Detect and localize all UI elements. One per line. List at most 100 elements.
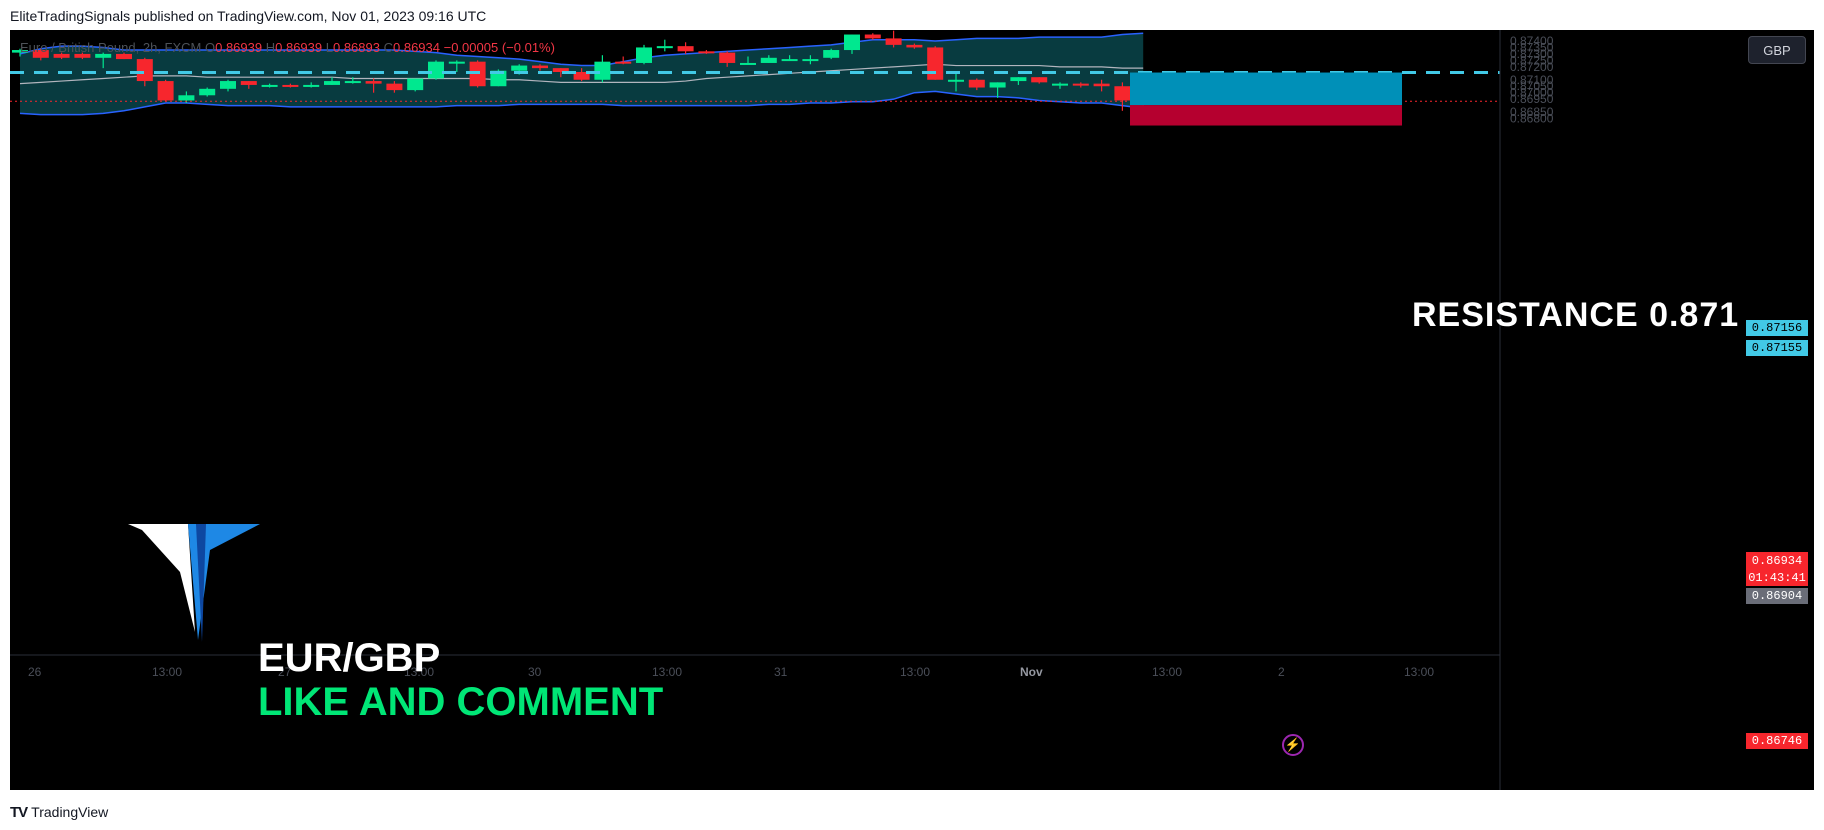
x-tick-label: 13:00 [152,665,182,679]
candle-bearish [282,84,299,87]
candle-bearish [698,51,715,54]
candle-bullish [303,84,320,87]
currency-button[interactable]: GBP [1748,36,1806,64]
candle-bullish [656,46,673,49]
candle-bearish [1114,86,1131,101]
footer-brand[interactable]: TradingView [31,804,109,820]
resistance-price-tag-2: 0.87155 [1746,340,1808,356]
candle-bullish [324,81,340,85]
candle-bearish [136,59,153,82]
open-value: 0.86939 [215,40,263,55]
x-tick-label: 27 [278,665,292,679]
logo-white-wing-icon [128,524,195,632]
publisher-header: EliteTradingSignals published on Trading… [10,8,487,24]
symbol-name: Euro / British Pound, 2h, FXCM [20,40,202,55]
x-tick-label: 30 [528,665,542,679]
candle-bearish [1093,83,1110,87]
candle-bullish [781,59,798,62]
cta-text: LIKE AND COMMENT [258,680,664,724]
lightning-icon[interactable]: ⚡ [1282,734,1304,756]
stop-price-tag: 0.86746 [1746,733,1808,749]
y-tick-label: 0.87200 [1510,60,1554,74]
x-tick-label: 31 [774,665,788,679]
low-value: 0.86893 [332,40,380,55]
y-tick-label: 0.86850 [1510,105,1554,119]
candle-bearish [74,53,91,58]
candle-bearish [1072,83,1089,86]
candle-bullish [636,47,652,63]
candle-bullish [199,88,216,96]
candle-bullish [428,61,444,79]
x-tick-label: 13:00 [900,665,930,679]
candle-bearish [906,44,923,48]
candle-bearish [719,52,736,63]
candle-bullish [948,79,964,82]
candle-bearish [157,81,174,101]
candle-bearish [968,79,985,88]
y-tick-label: 0.86950 [1510,92,1554,106]
brand-logo [128,524,260,642]
candle-bearish [864,34,881,39]
logo-stem-icon [196,524,206,642]
candle-bearish [240,81,257,85]
candle-bearish [365,81,382,84]
y-tick-label: 0.87400 [1510,34,1554,48]
bollinger-middle-line [19,63,1144,85]
candle-bearish [532,65,548,69]
y-tick-label: 0.87000 [1510,86,1554,100]
candle-bearish [573,72,590,80]
candle-bearish [1031,77,1048,83]
candle-bullish [594,61,611,80]
candle-bearish [927,47,944,80]
y-tick-label: 0.87050 [1510,79,1554,93]
y-tick-label: 0.87300 [1510,47,1554,61]
candle-bullish [220,81,236,89]
candle-bullish [12,50,28,53]
target-zone [1130,72,1402,106]
candle-bearish [552,68,569,73]
candle-bearish [386,83,403,91]
x-tick-label: 13:00 [1404,665,1434,679]
pair-title: EUR/GBP [258,636,441,680]
x-tick-label: 13:00 [652,665,682,679]
bollinger-upper-line [19,32,1144,67]
stop-zone [1130,105,1402,126]
candle-bearish [615,61,632,64]
candle-bullish [989,82,1006,88]
change-value: −0.00005 (−0.01%) [443,40,555,55]
y-tick-label: 0.86800 [1510,112,1554,126]
candle-bullish [1010,77,1027,82]
candle-bearish [116,53,132,60]
x-tick-label: 2 [1278,665,1285,679]
candle-bullish [490,70,507,87]
footer: TV TradingView [10,802,108,822]
candle-bullish [344,81,361,84]
candle-bullish [823,50,840,58]
candle-bearish [53,53,70,58]
entry-price-tag: 0.86904 [1746,588,1808,604]
resistance-label: RESISTANCE 0.871 [1412,296,1740,334]
x-tick-label: 13:00 [404,665,434,679]
resistance-price-tag: 0.87156 [1746,320,1808,336]
candle-bullish [407,78,424,91]
chart-area[interactable]: 0.87400 0.87350 0.87300 0.87250 0.87200 0.871… [10,30,1814,790]
y-tick-label: 0.87250 [1510,53,1554,67]
ohlc-legend: Euro / British Pound, 2h, FXCM O0.86939 … [20,40,555,55]
candle-bearish [32,50,49,58]
candle-bearish [885,38,902,45]
price-axis-bg [1500,30,1814,790]
candle-bearish [677,46,694,52]
candle-bullish [740,62,756,65]
candle-bullish [95,53,112,58]
high-value: 0.86939 [275,40,323,55]
tradingview-logo-icon: TV [10,803,28,821]
x-tick-label: Nov [1020,665,1043,679]
candle-bullish [1052,83,1068,86]
candles [12,30,1152,111]
candle-bullish [261,84,278,87]
y-tick-label: 0.87350 [1510,40,1554,54]
logo-blue-wing-icon [188,524,260,640]
bar-timer-tag: 01:43:41 [1746,569,1808,586]
